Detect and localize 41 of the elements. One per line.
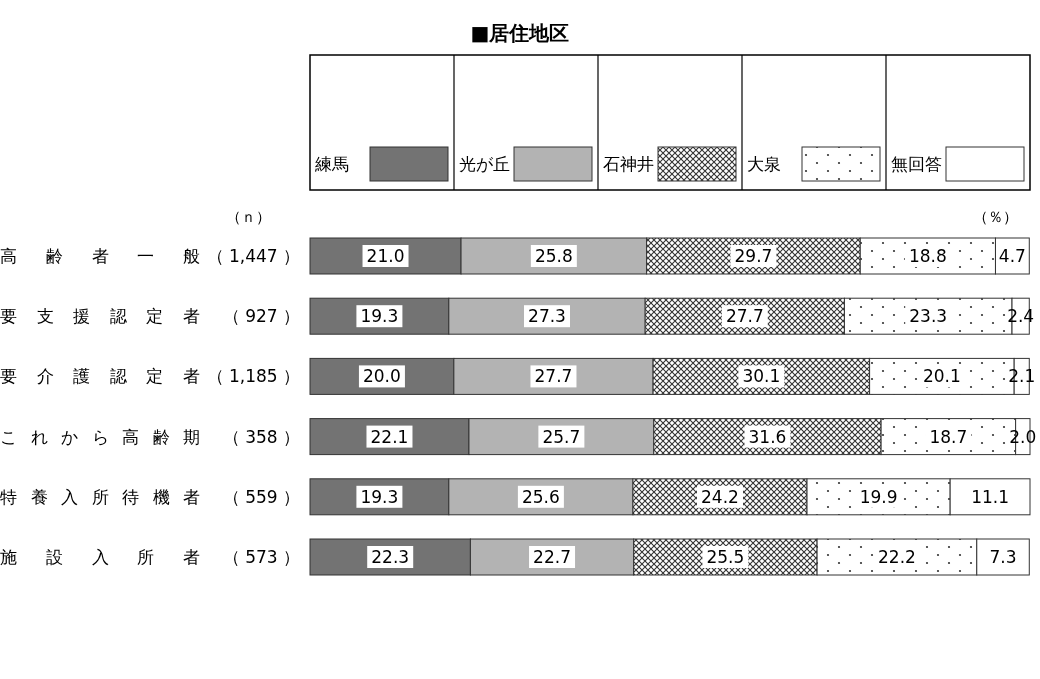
data-label: 20.1: [922, 366, 961, 387]
data-label: 31.6: [748, 426, 787, 447]
legend-label: 練馬: [314, 154, 349, 174]
category-label: 要支援認定者（ 927 ）: [0, 306, 300, 327]
data-label: 19.3: [360, 486, 399, 507]
data-label: 22.7: [533, 547, 571, 567]
data-label: 27.7: [725, 306, 764, 327]
chart-title: ■居住地区: [470, 21, 570, 45]
legend-label: 無回答: [891, 154, 942, 174]
category-label: 特養入所待機者（ 559 ）: [0, 486, 300, 507]
data-label: 24.2: [701, 486, 739, 507]
data-label: 18.8: [908, 246, 947, 266]
legend-label: 大泉: [747, 154, 781, 174]
data-label: 7.3: [989, 547, 1017, 567]
data-label: 23.3: [909, 306, 948, 327]
data-label: 25.6: [521, 486, 560, 507]
data-label: 27.3: [528, 306, 566, 327]
data-label: 11.1: [971, 486, 1010, 507]
legend-label: 石神井: [603, 154, 654, 174]
data-label: 25.5: [706, 547, 745, 567]
data-label: 22.1: [370, 426, 409, 447]
text: （ｎ）: [225, 208, 271, 226]
data-label: 22.3: [371, 547, 410, 567]
data-label: 21.0: [366, 246, 405, 266]
data-label: 18.7: [929, 426, 968, 447]
category-label: 施設入所者（ 573 ）: [0, 547, 300, 567]
data-label: 20.0: [363, 366, 401, 387]
annotation: （％）: [972, 208, 1018, 226]
data-label: 4.7: [998, 246, 1026, 266]
data-label: 25.7: [542, 426, 581, 447]
category-label: これから高齢期（ 358 ）: [0, 426, 300, 447]
legend-label: 光が丘: [459, 154, 510, 174]
y-tick-label: 高齢者一般（ 1,447 ）: [0, 246, 300, 266]
data-label: 22.2: [878, 547, 916, 567]
y-tick-label: 要介護認定者（ 1,185 ）: [0, 366, 300, 387]
data-label: 27.7: [534, 366, 573, 387]
data-label: 19.3: [360, 306, 399, 327]
data-label: 25.8: [534, 246, 573, 266]
data-label: 29.7: [734, 246, 773, 266]
data-label: 30.1: [742, 366, 781, 387]
data-label: 19.9: [859, 486, 898, 507]
